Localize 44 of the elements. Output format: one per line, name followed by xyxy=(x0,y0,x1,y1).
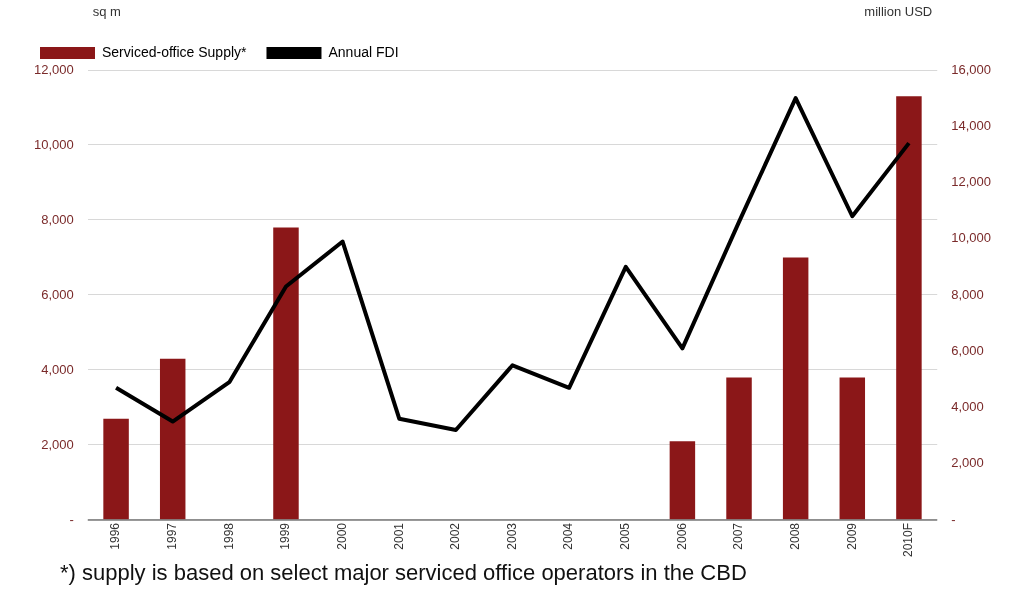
legend-label: Annual FDI xyxy=(328,43,399,60)
y2-tick-label: 6,000 xyxy=(951,342,984,358)
x-tick-label: 1999 xyxy=(278,522,293,550)
x-tick-label: 2010F xyxy=(901,522,916,558)
x-tick-label: 1998 xyxy=(221,522,236,550)
y2-tick-label: 2,000 xyxy=(951,455,984,471)
y2-tick-label: - xyxy=(951,511,956,527)
legend-label: Serviced-office Supply* xyxy=(102,43,248,60)
y2-tick-label: 16,000 xyxy=(951,61,991,77)
y2-tick-label: 4,000 xyxy=(951,399,984,415)
bar xyxy=(669,441,696,520)
y2-tick-label: 8,000 xyxy=(951,286,984,302)
y2-tick-label: 12,000 xyxy=(951,174,991,190)
y-tick-label: 12,000 xyxy=(34,61,74,77)
x-tick-label: 2007 xyxy=(731,522,746,550)
bar xyxy=(726,377,752,520)
x-tick-label: 2009 xyxy=(844,522,859,550)
bar xyxy=(839,377,866,520)
x-tick-label: 2004 xyxy=(561,522,576,550)
x-tick-label: 2008 xyxy=(787,522,802,550)
text: *) supply is based on select major serviced office operators in the CBD xyxy=(59,560,748,586)
y-axis-title: sq m xyxy=(92,4,121,20)
x-tick-label: 2006 xyxy=(674,522,689,550)
bar xyxy=(273,227,299,520)
y-tick-label: 8,000 xyxy=(41,211,74,227)
y2-tick-label: 10,000 xyxy=(951,230,991,246)
y-tick-label: 6,000 xyxy=(41,286,74,302)
y2-axis-title: million USD xyxy=(864,4,933,20)
x-tick-label: 1996 xyxy=(108,522,123,550)
y-tick-label: 4,000 xyxy=(41,361,74,377)
x-tick-label: 2001 xyxy=(391,522,406,550)
y-tick-label: 10,000 xyxy=(34,136,74,152)
y-tick-label: - xyxy=(69,511,74,527)
x-tick-label: 2002 xyxy=(448,522,463,550)
x-tick-label: 2003 xyxy=(504,522,519,550)
x-tick-label: 1997 xyxy=(165,522,180,550)
y-tick-label: 2,000 xyxy=(41,436,74,452)
y2-tick-label: 14,000 xyxy=(951,117,991,133)
bar xyxy=(896,96,922,520)
bar xyxy=(103,418,129,520)
x-tick-label: 2005 xyxy=(618,522,633,550)
bar xyxy=(782,257,809,520)
x-tick-label: 2000 xyxy=(334,522,349,550)
bar xyxy=(159,358,186,520)
